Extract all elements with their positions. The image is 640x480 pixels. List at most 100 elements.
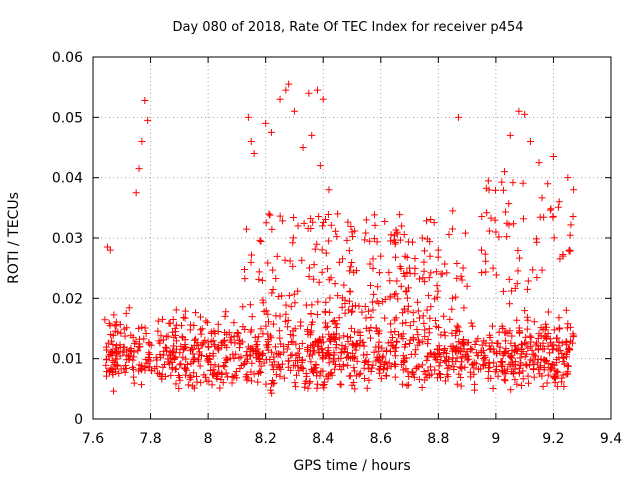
data-point (375, 338, 383, 346)
data-point (282, 310, 290, 318)
data-point (311, 245, 319, 253)
data-point (498, 178, 506, 186)
data-point (403, 268, 411, 276)
data-point (347, 222, 355, 230)
data-point (401, 340, 409, 348)
data-point (379, 352, 387, 360)
data-point (123, 324, 131, 332)
data-point (419, 274, 427, 282)
data-point (550, 326, 558, 334)
data-point (255, 275, 263, 283)
data-point (469, 360, 477, 368)
data-point (544, 342, 552, 350)
data-point (260, 308, 268, 316)
data-point (570, 186, 578, 194)
x-tick-label: 7.8 (139, 431, 161, 447)
data-point (555, 338, 563, 346)
data-point (530, 360, 538, 368)
data-point (244, 374, 252, 382)
data-point (270, 366, 278, 374)
data-point (106, 350, 114, 358)
data-point (502, 208, 510, 216)
data-point (433, 293, 441, 301)
data-point (514, 246, 522, 254)
data-point (547, 205, 555, 213)
data-point (399, 319, 407, 327)
data-point (134, 347, 142, 355)
data-point (387, 237, 395, 245)
data-point (505, 200, 513, 208)
data-point (175, 385, 183, 393)
data-point (398, 309, 406, 317)
data-point (362, 314, 370, 322)
data-point (326, 308, 334, 316)
data-point (425, 329, 433, 337)
data-point (451, 346, 459, 354)
data-point (141, 363, 149, 371)
data-point (343, 236, 351, 244)
data-point (414, 307, 422, 315)
data-point (420, 319, 428, 327)
data-point (102, 361, 110, 369)
data-point (391, 291, 399, 299)
data-point (424, 336, 432, 344)
data-point (478, 269, 486, 277)
data-point (519, 179, 527, 187)
data-point (173, 345, 181, 353)
data-point (120, 365, 128, 373)
data-point (477, 347, 485, 355)
data-point (445, 362, 453, 370)
data-point (546, 335, 554, 343)
data-point (470, 370, 478, 378)
data-point (458, 353, 466, 361)
data-point (553, 334, 561, 342)
data-point (294, 222, 302, 230)
data-point (112, 322, 120, 330)
data-point (280, 374, 288, 382)
data-point (294, 287, 302, 295)
data-point (331, 365, 339, 373)
data-point (350, 364, 358, 372)
data-point (193, 373, 201, 381)
data-point (499, 186, 507, 194)
data-point (320, 384, 328, 392)
data-point (399, 366, 407, 374)
data-point (513, 380, 521, 388)
data-point (467, 345, 475, 353)
data-point (240, 359, 248, 367)
data-point (196, 350, 204, 358)
data-point (375, 269, 383, 277)
data-point (368, 298, 376, 306)
data-point (565, 344, 573, 352)
data-point (492, 350, 500, 358)
data-point (264, 310, 272, 318)
data-point (172, 328, 180, 336)
data-point (472, 349, 480, 357)
data-point (555, 314, 563, 322)
data-point (387, 320, 395, 328)
data-point (195, 345, 203, 353)
data-point (554, 203, 562, 211)
data-point (287, 338, 295, 346)
data-point (311, 338, 319, 346)
data-point (285, 292, 293, 300)
data-point (513, 280, 521, 288)
data-point (199, 339, 207, 347)
data-point (535, 159, 543, 167)
data-point (146, 357, 154, 365)
data-point (420, 267, 428, 275)
data-point (285, 80, 293, 88)
data-point (437, 353, 445, 361)
data-point (391, 240, 399, 248)
data-point (529, 357, 537, 365)
data-point (362, 357, 370, 365)
data-point (337, 349, 345, 357)
data-point (502, 370, 510, 378)
data-point (452, 326, 460, 334)
data-point (144, 116, 152, 124)
data-point (377, 252, 385, 260)
data-point (447, 342, 455, 350)
data-point (342, 343, 350, 351)
data-point (391, 360, 399, 368)
data-point (427, 303, 435, 311)
